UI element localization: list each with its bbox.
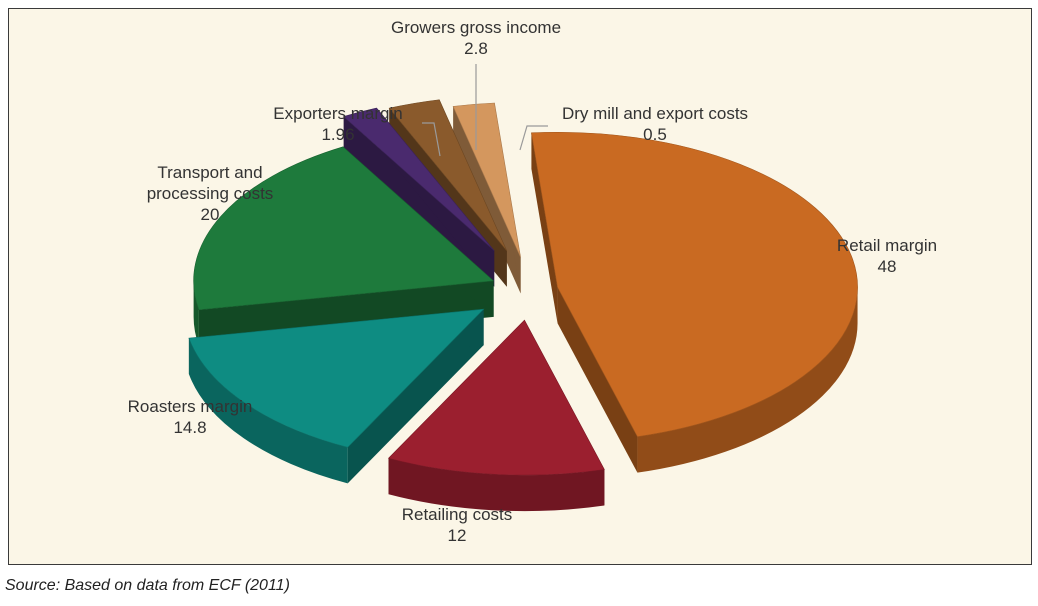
slice-label: Roasters margin 14.8 <box>128 397 253 437</box>
slice-value: 20 <box>201 205 220 224</box>
source-note: Source: Based on data from ECF (2011) <box>5 577 290 594</box>
slice-value: 12 <box>448 526 467 545</box>
slice-value: 2.8 <box>464 39 488 58</box>
slice-label: Growers gross income 2.8 <box>391 18 561 58</box>
slice-value: 48 <box>878 257 897 276</box>
pie-slice <box>343 107 495 287</box>
slice-value: 0.5 <box>643 125 667 144</box>
pie-slice <box>531 131 858 473</box>
slice-label: Retailing costs 12 <box>402 505 513 545</box>
leader-line <box>422 122 441 157</box>
slice-value: 1.96 <box>321 125 354 144</box>
slice-label: Dry mill and export costs 0.5 <box>562 104 748 144</box>
leader-lines <box>422 64 548 157</box>
pie-slice <box>193 146 495 346</box>
pie-slice <box>188 308 485 484</box>
pie-slice <box>387 319 605 512</box>
slice-layer <box>188 99 858 512</box>
slice-label: Retail margin 48 <box>837 236 937 276</box>
label-layer: Retail margin 48 Retailing costs 12 Roasters… <box>128 18 937 545</box>
leader-line <box>519 125 548 151</box>
slice-value: 14.8 <box>173 418 206 437</box>
slice-label: Transport and processing costs 20 <box>147 163 274 224</box>
slice-label: Exporters margin 1.96 <box>273 104 402 144</box>
